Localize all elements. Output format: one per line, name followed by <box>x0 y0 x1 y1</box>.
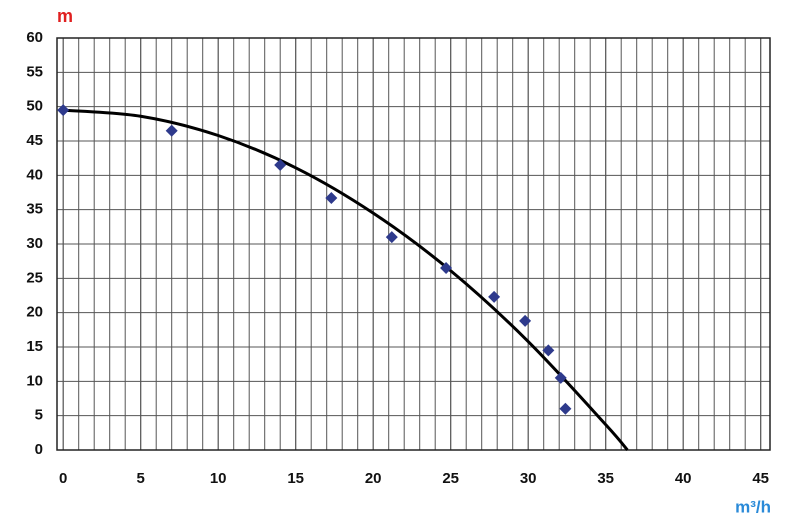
x-axis-label: m³/h <box>735 497 771 516</box>
y-tick-label: 10 <box>26 372 43 389</box>
x-tick-label: 30 <box>520 470 537 487</box>
y-tick-label: 45 <box>26 132 43 149</box>
y-tick-label: 50 <box>26 98 43 115</box>
x-tick-label: 25 <box>442 470 459 487</box>
y-axis-label: m <box>57 6 73 26</box>
y-tick-label: 20 <box>26 304 43 321</box>
data-point <box>554 371 567 384</box>
x-tick-label: 15 <box>287 470 304 487</box>
x-tick-label: 10 <box>210 470 227 487</box>
y-tick-label: 55 <box>26 63 43 80</box>
y-tick-label: 0 <box>35 441 43 458</box>
data-point <box>165 124 178 137</box>
data-point <box>559 402 572 415</box>
y-tick-label: 25 <box>26 269 43 286</box>
y-tick-label: 40 <box>26 166 43 183</box>
y-tick-label: 5 <box>35 407 43 424</box>
x-tick-label: 0 <box>59 470 67 487</box>
data-point <box>542 344 555 357</box>
plot-frame <box>56 37 771 451</box>
y-tick-label: 35 <box>26 201 43 218</box>
x-tick-label: 35 <box>597 470 614 487</box>
x-tick-label: 45 <box>752 470 769 487</box>
data-point <box>325 191 338 204</box>
y-tick-label: 15 <box>26 338 43 355</box>
y-tick-label: 30 <box>26 235 43 252</box>
curve <box>63 108 629 451</box>
y-tick-label: 60 <box>26 29 43 46</box>
data-point <box>274 159 287 172</box>
data-point <box>440 262 453 275</box>
data-point <box>57 104 70 117</box>
data-point <box>519 314 532 327</box>
data-point <box>488 290 501 303</box>
x-tick-label: 5 <box>137 470 145 487</box>
x-tick-label: 40 <box>675 470 692 487</box>
x-tick-label: 20 <box>365 470 382 487</box>
data-point <box>385 231 398 244</box>
